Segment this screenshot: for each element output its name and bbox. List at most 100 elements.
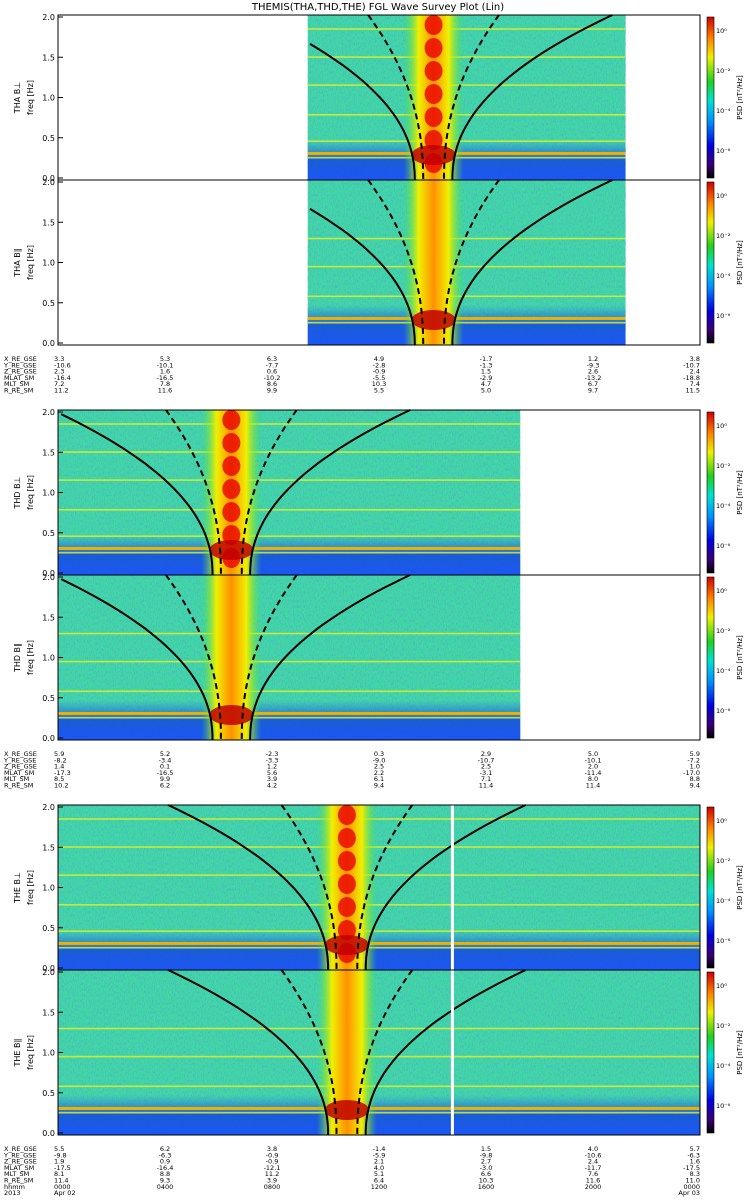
ephemeris-value: -10.1: [585, 756, 602, 764]
colorbar: 10⁰ 10⁻² 10⁻⁴ 10⁻⁶ PSD [nT²/Hz]: [706, 181, 744, 344]
colorbar-tick-label: 10⁻⁴: [716, 272, 731, 280]
y-tick-label: 0.5: [42, 924, 55, 933]
ephemeris-value: 3.3: [54, 355, 64, 363]
ephemeris-value: -10.6: [54, 361, 71, 369]
ephemeris-value: 6.1: [374, 775, 384, 783]
cyclotron-curve: [451, 14, 613, 180]
harmonic-line: [58, 479, 521, 481]
ephemeris-value: 8.0: [588, 775, 598, 783]
wave-blob: [424, 15, 443, 35]
ephemeris-value: 6.2: [160, 1145, 170, 1153]
colorbar-tick-label: 10⁻⁴: [716, 107, 731, 115]
ephemeris-value: -2.9: [480, 374, 493, 382]
y-tick-label: 1.0: [42, 489, 55, 498]
lowfreq-band: [307, 305, 626, 345]
harmonic-line: [307, 140, 626, 142]
ephemeris-row-label: X_RE_GSE: [4, 750, 37, 758]
ephemeris-value: 1.5: [481, 1145, 491, 1153]
colorbar: 10⁰ 10⁻² 10⁻⁴ 10⁻⁶ PSD [nT²/Hz]: [706, 411, 744, 574]
ephemeris-value: 4.0: [374, 1164, 384, 1172]
colorbar-scale: [706, 411, 715, 574]
colorbar-tick-label: 10⁻²: [716, 462, 731, 470]
ephemeris-value: 5.9: [690, 750, 700, 758]
wave-blob: [424, 130, 443, 150]
ephemeris-value: 3.8: [690, 355, 700, 363]
ephemeris-value: 3.9: [267, 1177, 277, 1185]
ephemeris-value: -0.9: [266, 1158, 279, 1166]
ephemeris-value: 9.7: [588, 387, 598, 395]
ephemeris-value: 2.3: [54, 368, 64, 376]
ephemeris-value: -9.8: [480, 1151, 493, 1159]
ephemeris-value: 5.5: [374, 387, 384, 395]
dashed-curve: [240, 574, 298, 741]
y-tick-label: 0.0: [42, 1129, 55, 1138]
ephemeris-value: 2.4: [690, 368, 700, 376]
cyclotron-curve: [309, 43, 416, 181]
harmonic-line: [58, 1055, 700, 1058]
dashed-curve: [356, 969, 414, 1135]
colorbar-tick-label: 10⁰: [716, 817, 727, 825]
spectrogram-panel: 0.0 0.5 1.0 1.5 2.0 THA B∥ freq [Hz] 10⁰ 10⁻² 10⁻…: [13, 178, 744, 348]
wave-blob: [424, 38, 443, 58]
ephemeris-value: 7.8: [160, 380, 170, 388]
y-tick-label: 0.5: [42, 134, 55, 143]
harmonic-line: [58, 818, 700, 820]
y-tick-label: 1.5: [42, 843, 55, 852]
dashed-curve: [165, 409, 222, 575]
y-tick-label: 1.5: [42, 218, 55, 227]
ephemeris-value: 11.5: [686, 387, 700, 395]
data-gap: [450, 970, 454, 1135]
wave-core: [324, 1100, 369, 1120]
y-axis-label: THD B⊥: [13, 476, 22, 509]
wave-core: [209, 705, 254, 725]
ephemeris-value: 6.3: [267, 355, 277, 363]
ephemeris-table: X_RE_GSEY_RE_GSEZ_RE_GSEMLAT_SMMLT_SMR_R…: [3, 750, 700, 790]
y-tick-label: 0.5: [42, 1089, 55, 1098]
y-axis-unit: freq [Hz]: [26, 1035, 35, 1070]
ephemeris-row-label: R_RE_SM: [4, 1177, 33, 1185]
colorbar-tick-label: 10⁻⁴: [716, 897, 731, 905]
y-tick-label: 0.5: [42, 299, 55, 308]
wave-blob: [337, 897, 356, 917]
colorbar-label: PSD [nT²/Hz]: [736, 1030, 744, 1075]
ephemeris-row-label: X_RE_GSE: [4, 355, 37, 363]
colorbar-scale: [706, 16, 715, 179]
ephemeris-value: 2.5: [481, 763, 491, 771]
y-axis-unit: freq [Hz]: [26, 245, 35, 280]
harmonic-line: [307, 56, 626, 58]
wave-blob: [337, 851, 356, 871]
colorbar-tick-label: 10⁰: [716, 192, 727, 200]
ephemeris-value: 2.9: [481, 750, 491, 758]
harmonic-line: [58, 1085, 700, 1088]
ephemeris-value: 8.1: [54, 1170, 64, 1178]
cyclotron-curve: [167, 804, 330, 970]
ephemeris-value: -9.3: [587, 361, 600, 369]
ephemeris-value: 5.9: [54, 750, 64, 758]
wave-blob: [222, 525, 241, 545]
ephemeris-value: 1.5: [481, 368, 491, 376]
ephemeris-value: -0.9: [373, 368, 386, 376]
colorbar-scale: [706, 181, 715, 344]
ephemeris-value: 7.6: [588, 1170, 598, 1178]
colorbar-tick-label: 10⁻⁶: [716, 707, 731, 715]
ephemeris-value: -3.0: [480, 1164, 493, 1172]
ephemeris-value: -5.5: [373, 374, 386, 382]
wave-blob: [222, 479, 241, 499]
harmonic-line: [307, 28, 626, 30]
harmonic-line: [307, 114, 626, 116]
ephemeris-value: -0.9: [266, 1151, 279, 1159]
wave-blob: [337, 874, 356, 894]
dashed-curve: [443, 179, 500, 345]
ephemeris-value: 5.0: [481, 387, 491, 395]
ephemeris-value: 7.4: [690, 380, 700, 388]
spectrogram-panel: 0.0 0.5 1.0 1.5 2.0 THA B⊥ freq [Hz] 10⁰ 10⁻² 10⁻…: [13, 13, 744, 183]
ephemeris-value: 1600: [478, 1183, 495, 1191]
ephemeris-table: X_RE_GSEY_RE_GSEZ_RE_GSEMLAT_SMMLT_SMR_R…: [3, 355, 700, 395]
y-tick-label: 1.0: [42, 654, 55, 663]
colorbar-tick-label: 10⁰: [716, 587, 727, 595]
ephemeris-value: -17.5: [683, 1164, 700, 1172]
ephemeris-value: 8.8: [690, 775, 700, 783]
y-tick-label: 1.5: [42, 1008, 55, 1017]
ephemeris-table: X_RE_GSEY_RE_GSEZ_RE_GSEMLAT_SMMLT_SMR_R…: [3, 1145, 700, 1197]
ephemeris-value: 1.4: [54, 763, 64, 771]
